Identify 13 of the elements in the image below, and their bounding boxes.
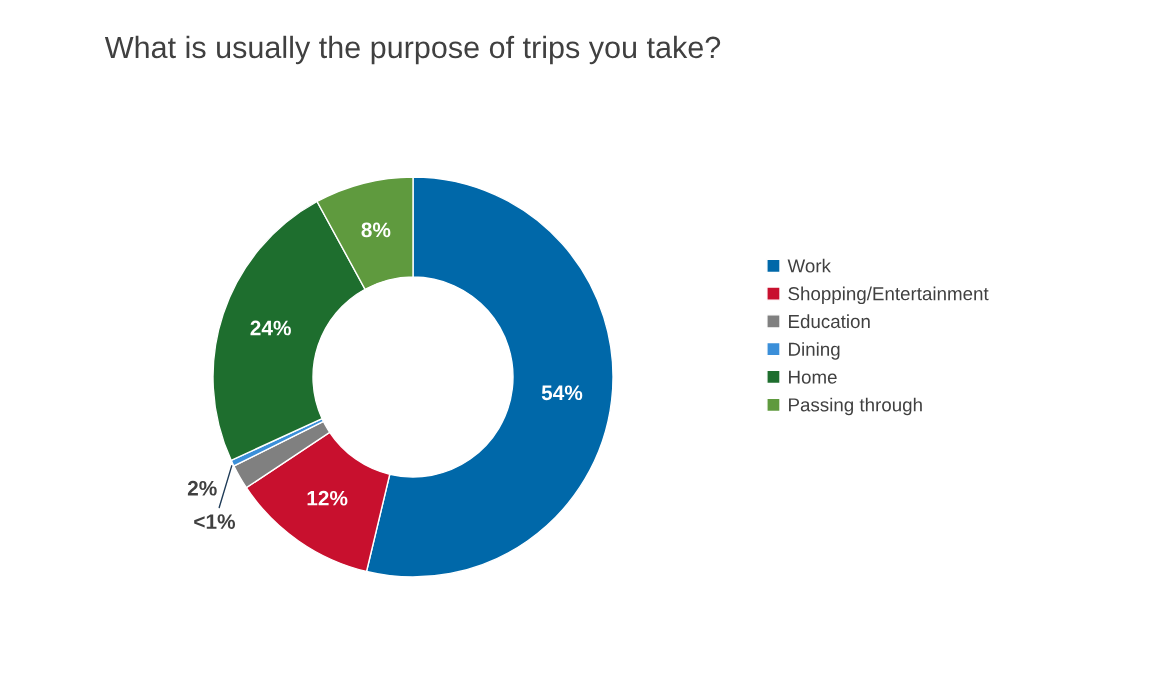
- legend-label: Home: [789, 370, 837, 384]
- chart-title: What is usually the purpose of trips you take?: [104, 35, 721, 65]
- data-label: 24%: [250, 320, 291, 336]
- legend-label: Passing through: [789, 397, 922, 416]
- legend-label: Shopping/Entertainment: [788, 286, 989, 305]
- legend-label: Education: [789, 314, 870, 329]
- data-label: 54%: [541, 385, 583, 401]
- legend-label: Dining: [789, 342, 840, 360]
- data-label: <1%: [194, 514, 236, 529]
- data-label: 12%: [307, 490, 348, 506]
- data-label: 8%: [361, 222, 391, 238]
- legend-label: Work: [787, 258, 831, 273]
- data-label: 2%: [187, 480, 217, 496]
